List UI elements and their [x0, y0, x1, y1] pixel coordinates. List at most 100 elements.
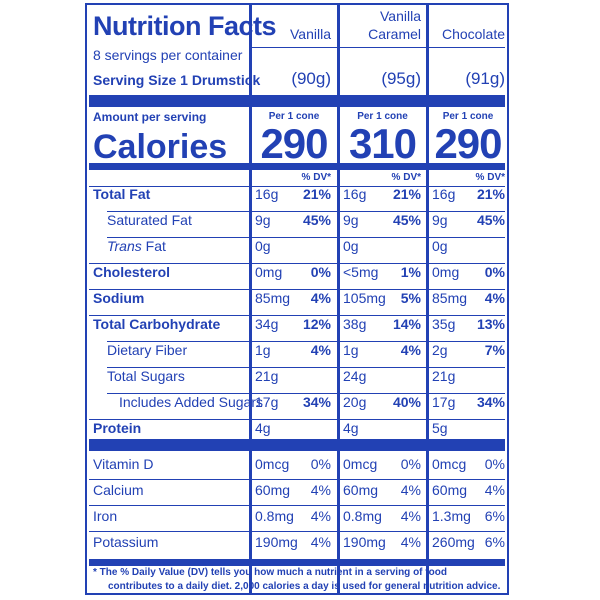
- nutrient-label: Total Sugars: [107, 368, 185, 384]
- flavor-name: Caramel: [368, 26, 421, 42]
- nutrient-label: Total Carbohydrate: [93, 316, 221, 332]
- amount-value: 1g: [343, 342, 359, 358]
- nutrition-facts-label: Nutrition Facts 8 servings per container…: [85, 3, 509, 595]
- rule: [107, 237, 505, 238]
- amount-value: 35g: [432, 316, 456, 332]
- daily-value-percent: 4%: [400, 342, 421, 358]
- footnote: contributes to a daily diet. 2,000 calor…: [108, 581, 501, 592]
- amount-value: 4g: [343, 420, 359, 436]
- amount-value: 5g: [432, 420, 448, 436]
- serving-size-label: Serving Size 1 Drumstick: [93, 72, 261, 88]
- amount-value: 20g: [343, 394, 367, 410]
- thick-rule: [89, 439, 505, 451]
- daily-value-percent: 0%: [310, 264, 331, 280]
- daily-value-percent: 0%: [484, 456, 505, 472]
- amount-value: 85mg: [255, 290, 291, 306]
- daily-value-percent: 0%: [484, 264, 505, 280]
- flavor-name: Vanilla: [290, 26, 331, 42]
- flavor-name: Chocolate: [441, 26, 505, 42]
- amount-value: 16g: [255, 186, 279, 202]
- vitamin-label: Vitamin D: [93, 456, 154, 472]
- nutrient-label-italic: Trans: [107, 238, 142, 254]
- daily-value-percent: 21%: [392, 186, 421, 202]
- rule: [107, 341, 505, 342]
- rule: [89, 263, 505, 264]
- thick-rule: [89, 95, 505, 107]
- label-title: Nutrition Facts: [93, 11, 277, 41]
- daily-value-percent: 0%: [400, 456, 421, 472]
- nutrient-label: Sodium: [93, 290, 145, 306]
- dv-header: % DV*: [475, 172, 505, 183]
- calories-value: 290: [434, 120, 502, 167]
- amount-value: 2g: [432, 342, 448, 358]
- amount-value: 0.8mg: [255, 508, 294, 524]
- daily-value-percent: 34%: [476, 394, 505, 410]
- serving-weight: (95g): [381, 69, 421, 88]
- daily-value-percent: 45%: [476, 212, 505, 228]
- daily-value-percent: 12%: [302, 316, 331, 332]
- daily-value-percent: 4%: [310, 534, 331, 550]
- amount-value: 9g: [255, 212, 271, 228]
- rule: [89, 186, 505, 187]
- amount-value: 60mg: [343, 482, 379, 498]
- serving-weight: (91g): [465, 69, 505, 88]
- amount-value: 9g: [432, 212, 448, 228]
- daily-value-percent: 0%: [310, 456, 331, 472]
- amount-value: 21g: [432, 368, 456, 384]
- nutrient-label-text: Fat: [141, 238, 166, 254]
- daily-value-percent: 4%: [400, 482, 421, 498]
- amount-value: 0mcg: [255, 456, 290, 472]
- amount-value: 0g: [255, 238, 271, 254]
- medium-rule: [89, 163, 505, 170]
- nutrient-label: Saturated Fat: [107, 212, 192, 228]
- servings-per-container: 8 servings per container: [93, 47, 243, 63]
- daily-value-percent: 45%: [302, 212, 331, 228]
- daily-value-percent: 34%: [302, 394, 331, 410]
- per-serving-label: Per 1 cone: [268, 111, 320, 122]
- daily-value-percent: 1%: [400, 264, 421, 280]
- amount-value: 0mg: [255, 264, 283, 280]
- amount-per-serving: Amount per serving: [93, 110, 207, 124]
- daily-value-percent: 4%: [484, 290, 505, 306]
- flavor-name-line1: Vanilla: [380, 8, 421, 24]
- rule: [107, 211, 505, 212]
- vitamin-label: Potassium: [93, 534, 159, 550]
- amount-value: 190mg: [255, 534, 298, 550]
- amount-value: 16g: [432, 186, 456, 202]
- rule: [107, 367, 505, 368]
- daily-value-percent: 4%: [310, 508, 331, 524]
- amount-value: 0mg: [432, 264, 460, 280]
- column-divider: [426, 5, 429, 593]
- nutrient-label: Dietary Fiber: [107, 342, 188, 358]
- amount-value: 9g: [343, 212, 359, 228]
- amount-value: 0mcg: [343, 456, 378, 472]
- amount-value: 190mg: [343, 534, 386, 550]
- amount-value: 16g: [343, 186, 367, 202]
- column-divider: [249, 5, 252, 593]
- dv-header: % DV*: [391, 172, 421, 183]
- daily-value-percent: 6%: [484, 508, 505, 524]
- calories-label: Calories: [93, 128, 228, 166]
- amount-value: <5mg: [343, 264, 379, 280]
- rule: [89, 315, 505, 316]
- medium-rule: [89, 559, 505, 566]
- serving-weight: (90g): [291, 69, 331, 88]
- amount-value: 24g: [343, 368, 367, 384]
- dv-header: % DV*: [301, 172, 331, 183]
- nutrient-label: Includes Added Sugars: [119, 394, 263, 410]
- daily-value-percent: 4%: [310, 482, 331, 498]
- daily-value-percent: 21%: [302, 186, 331, 202]
- daily-value-percent: 4%: [310, 290, 331, 306]
- amount-value: 60mg: [432, 482, 468, 498]
- amount-value: 0.8mg: [343, 508, 382, 524]
- amount-value: 0g: [343, 238, 359, 254]
- daily-value-percent: 7%: [484, 342, 505, 358]
- rule: [89, 531, 505, 532]
- daily-value-percent: 4%: [400, 508, 421, 524]
- calories-value: 310: [348, 120, 417, 167]
- calories-value: 290: [260, 120, 328, 167]
- daily-value-percent: 4%: [400, 534, 421, 550]
- nutrient-label: Total Fat: [93, 186, 151, 202]
- vitamin-label: Iron: [93, 508, 118, 524]
- daily-value-percent: 13%: [476, 316, 505, 332]
